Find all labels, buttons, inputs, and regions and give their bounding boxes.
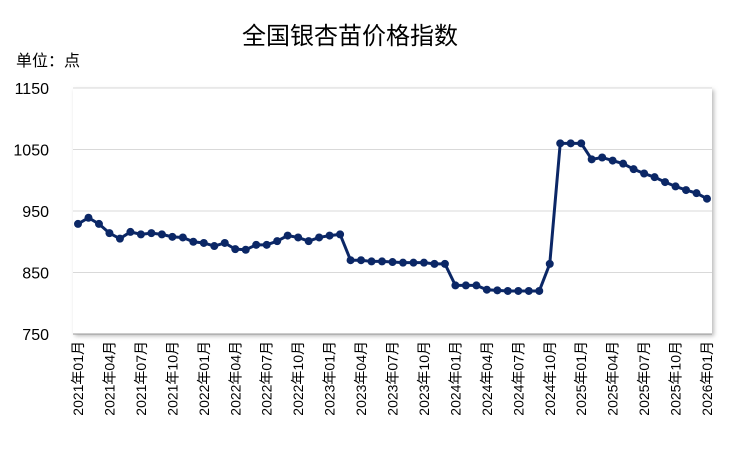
data-point	[398, 258, 407, 267]
y-tick-label: 850	[22, 266, 49, 283]
data-point	[115, 234, 124, 243]
data-point	[325, 231, 334, 240]
y-tick-label: 1050	[13, 143, 49, 160]
data-point	[157, 230, 166, 239]
x-tick-label: 2025年10月	[668, 341, 684, 416]
x-tick-label: 2022年07月	[259, 341, 275, 416]
data-point	[608, 156, 617, 165]
data-point	[283, 231, 292, 240]
data-point	[482, 285, 491, 294]
data-point	[556, 139, 565, 148]
x-tick-label: 2021年01月	[70, 341, 86, 416]
x-tick-label: 2026年01月	[699, 341, 715, 416]
x-tick-label: 2024年04月	[479, 341, 495, 416]
data-point	[514, 286, 523, 295]
data-point	[703, 194, 711, 203]
data-point	[682, 186, 691, 195]
y-tick-label: 750	[22, 327, 49, 344]
data-point	[587, 155, 596, 164]
data-point	[168, 232, 177, 241]
chart-title: 全国银杏苗价格指数	[242, 23, 458, 50]
x-tick-label: 2022年04月	[227, 341, 243, 416]
data-point	[671, 182, 680, 191]
data-point	[545, 259, 554, 268]
data-point	[619, 159, 628, 168]
x-tick-label: 2025年04月	[605, 341, 621, 416]
x-tick-label: 2021年07月	[133, 341, 149, 416]
x-tick-label: 2024年10月	[542, 341, 558, 416]
data-point	[430, 259, 439, 268]
data-point	[577, 139, 586, 148]
data-point	[419, 258, 428, 267]
x-tick-label: 2023年07月	[385, 341, 401, 416]
x-tick-label: 2023年01月	[322, 341, 338, 416]
y-tick-label: 950	[22, 204, 49, 221]
data-point	[189, 237, 198, 246]
data-point	[273, 237, 282, 246]
data-point	[147, 229, 156, 238]
data-point	[315, 233, 324, 242]
x-tick-label: 2024年01月	[447, 341, 463, 416]
x-tick-label: 2022年01月	[196, 341, 212, 416]
x-tick-label: 2021年04月	[101, 341, 117, 416]
data-point	[493, 286, 502, 295]
data-point	[178, 233, 187, 242]
data-point	[598, 153, 607, 162]
data-point	[346, 256, 355, 265]
data-point	[650, 173, 659, 182]
data-point	[199, 238, 208, 247]
data-point	[566, 139, 575, 148]
data-point	[440, 259, 449, 268]
data-point	[294, 233, 303, 242]
data-point	[357, 256, 366, 265]
data-point	[210, 242, 219, 251]
data-point	[136, 230, 145, 239]
x-tick-label: 2024年07月	[510, 341, 526, 416]
data-point	[252, 240, 261, 249]
data-point	[262, 240, 271, 249]
data-point	[231, 245, 240, 254]
data-point	[84, 213, 93, 222]
data-point	[524, 286, 533, 295]
x-tick-label: 2022年10月	[290, 341, 306, 416]
data-point	[126, 227, 135, 236]
data-point	[388, 258, 397, 267]
data-point	[304, 237, 313, 246]
y-tick-label: 1150	[15, 81, 50, 98]
x-tick-label: 2023年10月	[416, 341, 432, 416]
data-point	[461, 281, 470, 290]
data-point	[220, 238, 229, 247]
data-point	[451, 281, 460, 290]
y-axis-unit: 单位：点	[16, 52, 80, 70]
data-point	[378, 257, 387, 266]
data-point	[241, 245, 250, 254]
data-point	[74, 219, 82, 228]
x-tick-label: 2021年10月	[164, 341, 180, 416]
data-point	[472, 281, 481, 290]
data-point	[640, 169, 649, 178]
data-point	[629, 165, 638, 174]
data-point	[535, 286, 544, 295]
data-point	[661, 178, 670, 187]
data-point	[367, 257, 376, 266]
data-point	[336, 230, 345, 239]
x-tick-label: 2023年04月	[353, 341, 369, 416]
data-point	[503, 286, 512, 295]
data-point	[105, 229, 114, 238]
x-tick-label: 2025年01月	[573, 341, 589, 416]
x-tick-label: 2025年07月	[636, 341, 652, 416]
data-point	[409, 258, 418, 267]
data-point	[692, 189, 701, 198]
data-point	[94, 219, 103, 228]
